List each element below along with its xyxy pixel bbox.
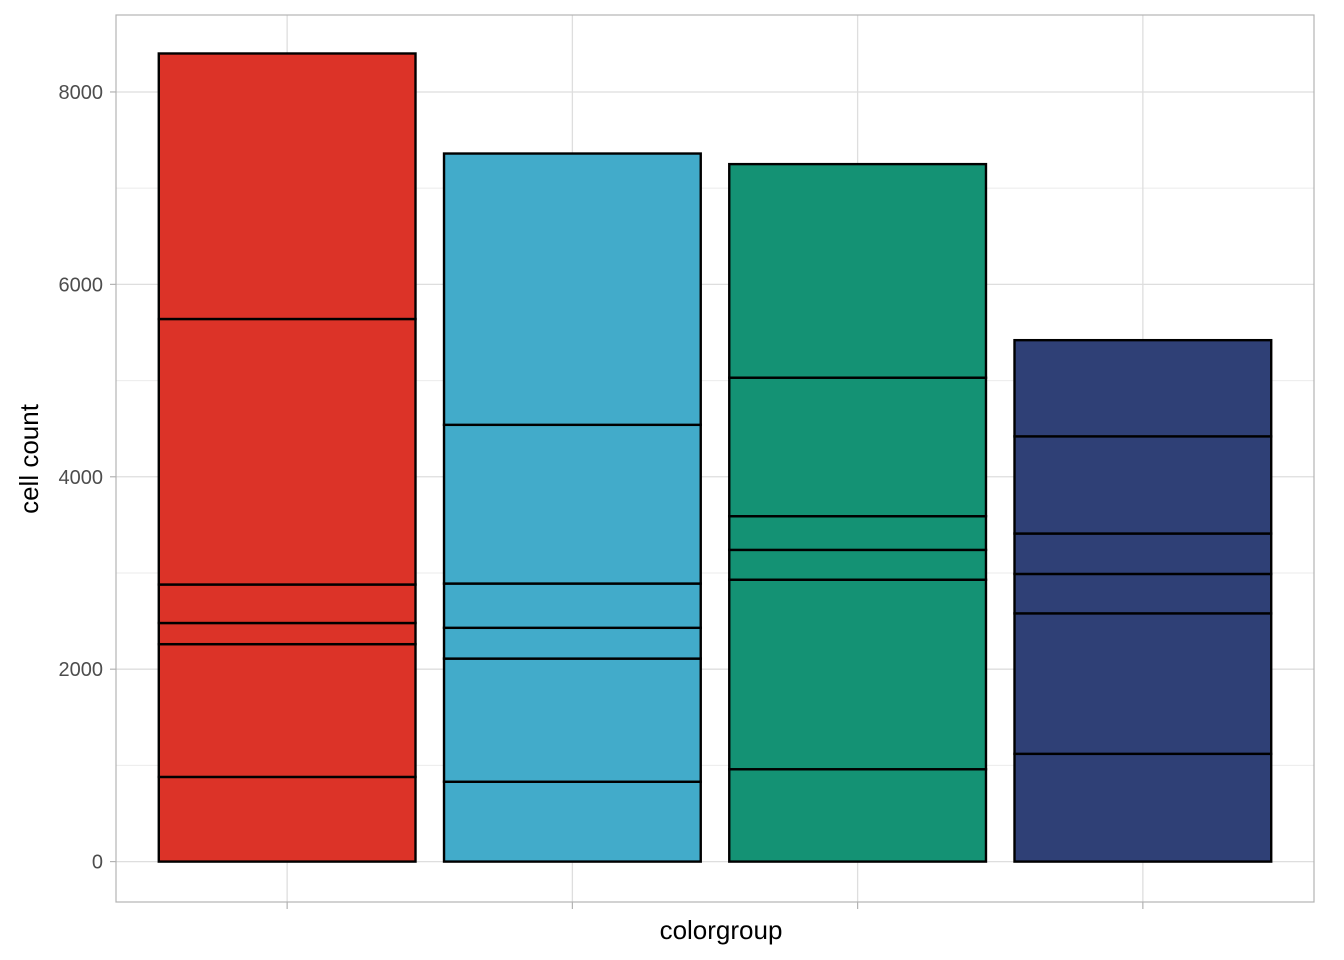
bar-segment (157, 583, 417, 625)
y-tick-label: 2000 (59, 659, 104, 681)
x-axis-title: colorgroup (660, 915, 783, 945)
y-tick-label: 0 (92, 852, 103, 874)
bar-segment (728, 162, 988, 379)
bar-segment (157, 621, 417, 646)
bar-segment (1013, 435, 1273, 535)
bar-segment (442, 780, 702, 863)
bar-segment (1013, 572, 1273, 615)
bar-segment (442, 626, 702, 660)
bar-segment (728, 376, 988, 518)
bar-segment (1013, 532, 1273, 576)
bar-segment (1013, 338, 1273, 438)
y-tick-label: 4000 (59, 467, 104, 489)
bar-segment (442, 582, 702, 630)
bar-segment (157, 642, 417, 779)
panel-border (115, 14, 1315, 903)
bar-segment (157, 775, 417, 863)
bars (157, 52, 1273, 863)
y-axis-title: cell count (14, 403, 44, 514)
bar-segment (728, 578, 988, 771)
axes: 0 2000 4000 6000 8000 (59, 82, 1144, 909)
y-tick-label: 8000 (59, 82, 104, 104)
bar-segment (157, 317, 417, 586)
bar-segment (728, 515, 988, 552)
bar-segment (1013, 752, 1273, 863)
bar-segment (442, 423, 702, 585)
bar-segment (728, 548, 988, 581)
bar-segment (442, 657, 702, 783)
bar-segment (1013, 612, 1273, 756)
bar-segment (442, 152, 702, 427)
y-tick-label: 6000 (59, 274, 104, 296)
bar-segment (157, 52, 417, 321)
bar-segment (728, 768, 988, 863)
